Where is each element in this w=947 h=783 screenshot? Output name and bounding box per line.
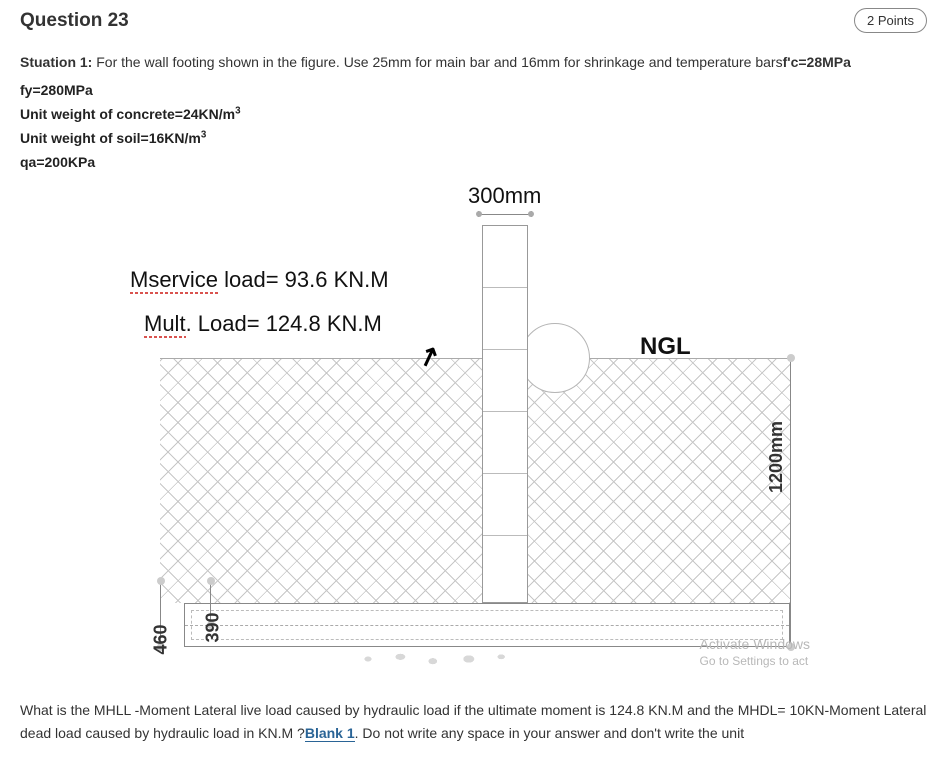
question-title: Question 23 <box>20 10 129 32</box>
param-fy: fy=280MPa <box>20 79 927 103</box>
mult-load-line: Mult. Load= 124.8 KN.M <box>144 311 389 337</box>
blank-1-link[interactable]: Blank 1 <box>305 725 355 742</box>
service-load-line: Mservice load= 93.6 KN.M <box>130 267 389 293</box>
wall-column <box>482 225 528 603</box>
param-gamma-concrete: Unit weight of concrete=24KN/m3 <box>20 103 927 127</box>
question-part2: . Do not write any space in your answer … <box>355 725 744 741</box>
question-body: What is the MHLL -Moment Lateral live lo… <box>20 699 927 747</box>
ngl-label: NGL <box>640 333 691 361</box>
dim-460-label: 460 <box>151 624 172 654</box>
param-gamma-soil: Unit weight of soil=16KN/m3 <box>20 127 927 151</box>
situation-prefix: Stuation 1: <box>20 54 92 70</box>
question-header: Question 23 2 Points <box>20 8 927 33</box>
situation-text: Stuation 1: For the wall footing shown i… <box>20 51 927 73</box>
dim-1200mm-line <box>790 358 791 647</box>
mult-label: Mult <box>144 311 186 337</box>
mservice-label: Mservice <box>130 267 218 293</box>
windows-watermark: Activate Windows Go to Settings to act <box>700 636 810 669</box>
points-badge: 2 Points <box>854 8 927 33</box>
soil-hatch <box>160 358 790 603</box>
fc-label: f'c=28MPa <box>783 54 851 70</box>
dim-390-label: 390 <box>203 612 224 642</box>
watermark-line1: Activate Windows <box>700 636 810 654</box>
wall-footing-figure: 300mm NGL Mservice load= 93.6 KN.M Mult.… <box>50 183 850 683</box>
dim-1200mm-label: 1200mm <box>766 421 787 493</box>
param-qa: qa=200KPa <box>20 151 927 175</box>
situation-main: For the wall footing shown in the figure… <box>92 54 782 70</box>
rubble-icon <box>350 648 530 670</box>
ngl-arc <box>520 323 590 393</box>
watermark-line2: Go to Settings to act <box>700 654 810 669</box>
dim-300mm-label: 300mm <box>468 183 541 209</box>
dim-300mm-tick <box>478 211 532 217</box>
loads-block: Mservice load= 93.6 KN.M Mult. Load= 124… <box>130 267 389 337</box>
